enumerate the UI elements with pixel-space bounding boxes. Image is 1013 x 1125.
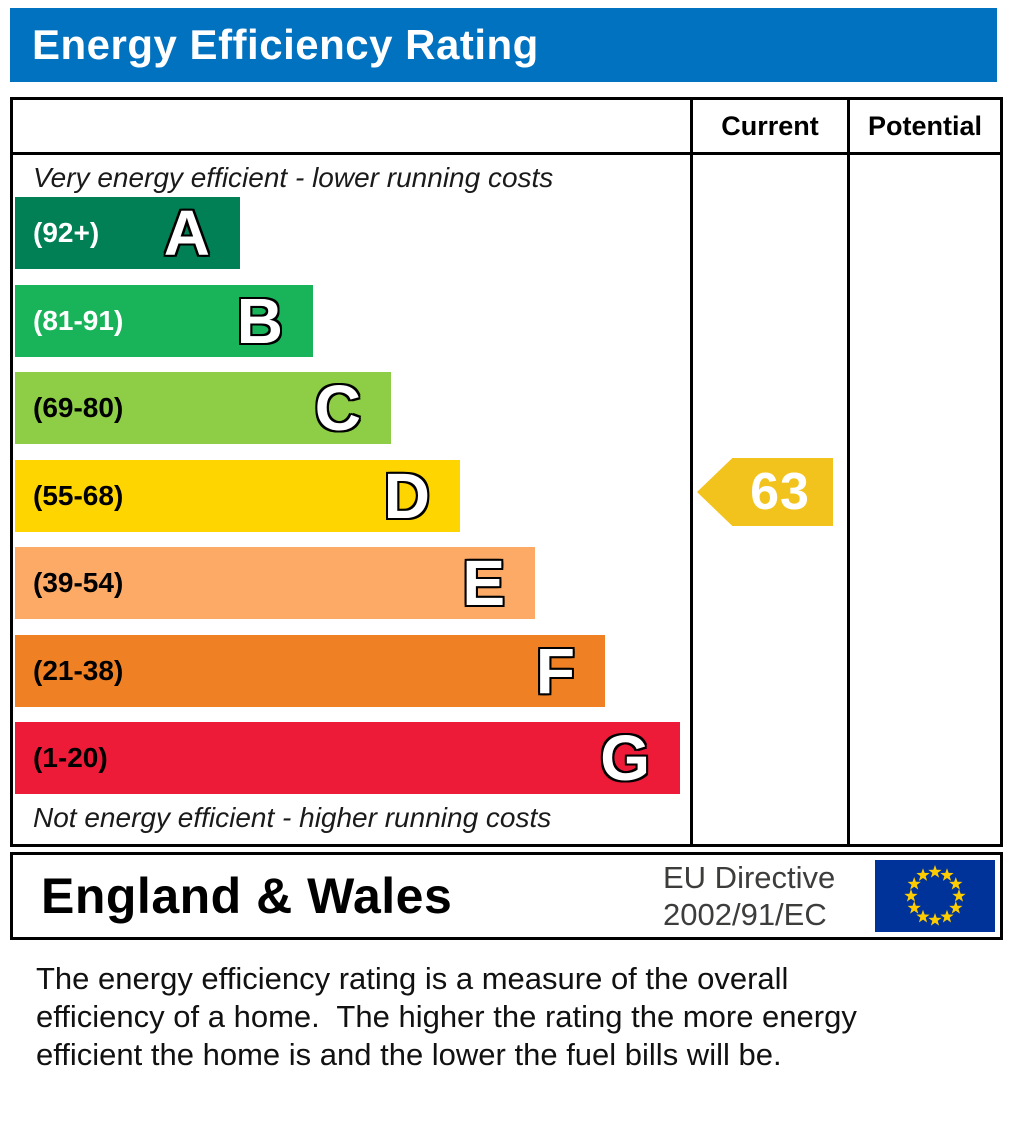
band-g-range: (1-20) (33, 742, 108, 773)
band-f: (21-38) F (15, 635, 605, 707)
band-f-range: (21-38) (33, 655, 124, 686)
top-note: Very energy efficient - lower running co… (33, 162, 554, 193)
description-line-1: The energy efficiency rating is a measur… (36, 961, 789, 996)
column-divider-potential (847, 100, 850, 844)
band-b-range: (81-91) (33, 305, 124, 336)
band-c-range: (69-80) (33, 392, 124, 423)
current-rating-value: 63 (750, 463, 810, 521)
band-a-letter: A (163, 197, 210, 269)
footer: England & Wales EU Directive 2002/91/EC (10, 852, 1003, 940)
band-g-letter: G (600, 722, 650, 794)
band-d-range: (55-68) (33, 480, 124, 511)
column-header-potential: Potential (867, 110, 982, 141)
header-row-divider (13, 152, 1000, 155)
band-b-letter: B (236, 285, 283, 357)
description-line-2: efficiency of a home. The higher the rat… (36, 999, 857, 1034)
eu-directive-line1: EU Directive (663, 860, 836, 895)
band-e: (39-54) E (15, 547, 535, 619)
page-title: Energy Efficiency Rating (32, 21, 539, 68)
band-c: (69-80) C (15, 372, 391, 444)
band-e-range: (39-54) (33, 567, 124, 598)
band-f-letter: F (535, 635, 575, 707)
rating-table: Current Potential Very energy efficient … (10, 97, 1003, 847)
band-a-range: (92+) (33, 217, 100, 248)
bottom-note: Not energy efficient - higher running co… (33, 802, 552, 833)
band-d: (55-68) D (15, 460, 460, 532)
eu-directive-label: EU Directive 2002/91/EC (663, 859, 835, 933)
band-g: (1-20) G (15, 722, 680, 794)
region-label: England & Wales (41, 868, 453, 924)
current-rating-arrow: 63 (697, 458, 833, 526)
eu-flag-icon (875, 860, 995, 932)
band-d-letter: D (383, 460, 430, 532)
column-divider-current (690, 100, 693, 844)
description-text: The energy efficiency rating is a measur… (36, 960, 986, 1074)
band-e-letter: E (462, 547, 505, 619)
description-line-3: efficient the home is and the lower the … (36, 1037, 782, 1072)
title-bar: Energy Efficiency Rating (10, 8, 997, 82)
band-c-letter: C (314, 372, 361, 444)
band-b: (81-91) B (15, 285, 313, 357)
band-a: (92+) A (15, 197, 240, 269)
column-header-current: Current (721, 110, 819, 141)
eu-directive-line2: 2002/91/EC (663, 897, 827, 932)
